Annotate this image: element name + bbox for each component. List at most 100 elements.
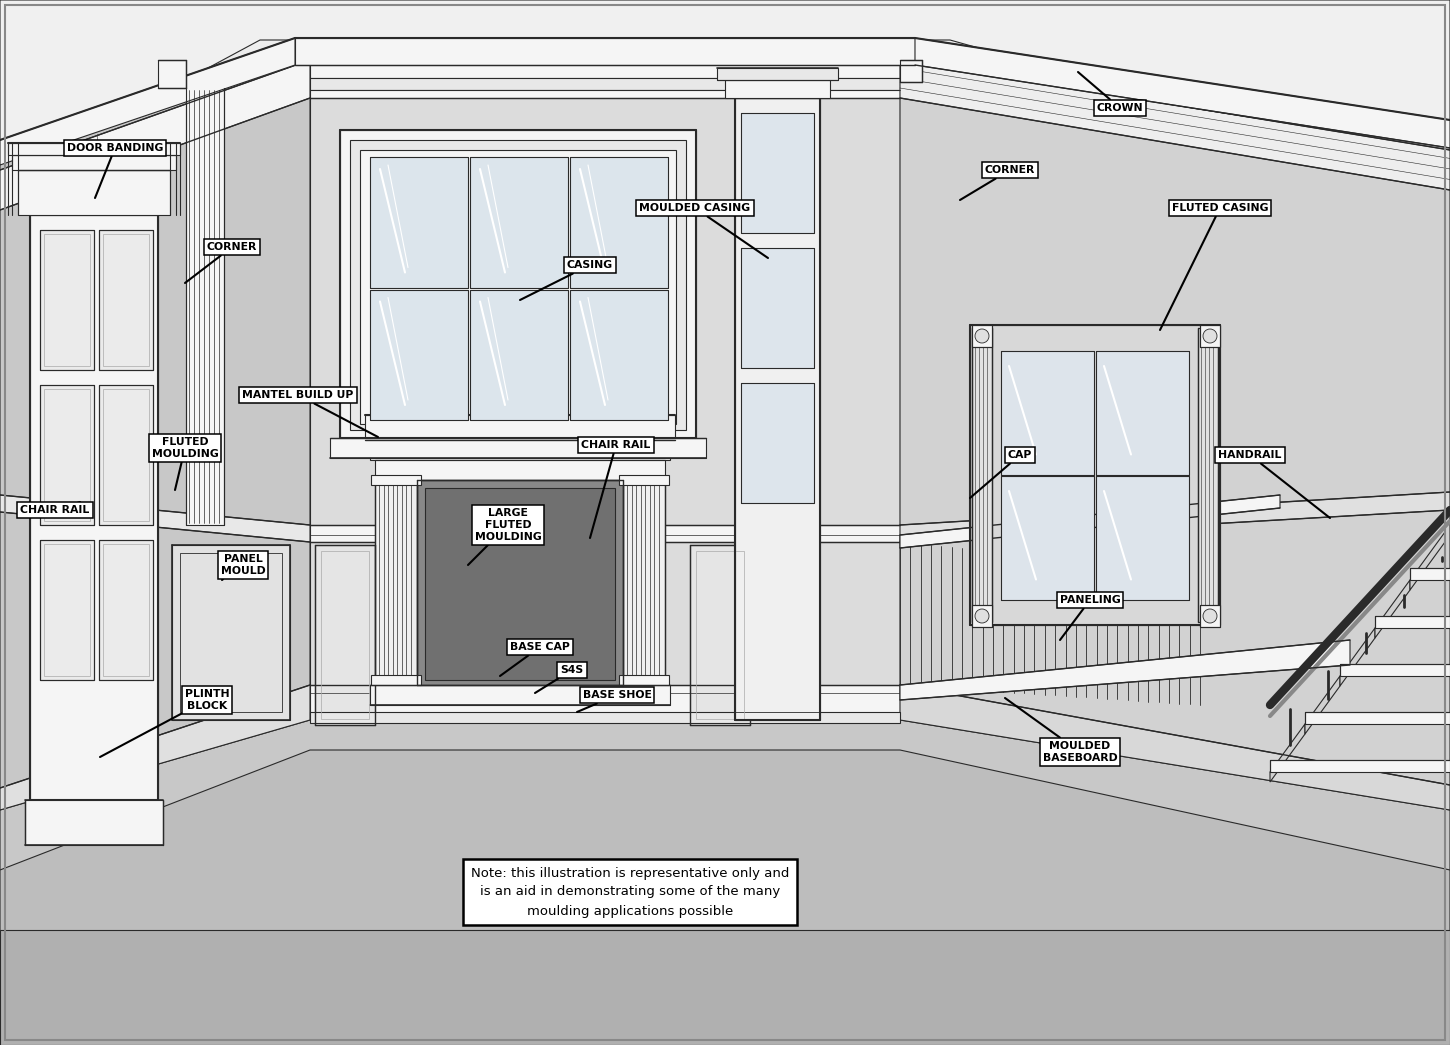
Polygon shape [1305,712,1450,724]
Polygon shape [9,143,180,155]
Polygon shape [425,488,615,680]
Polygon shape [41,540,94,680]
Polygon shape [371,475,420,485]
Text: HANDRAIL: HANDRAIL [1218,450,1330,518]
FancyBboxPatch shape [0,147,1450,150]
Polygon shape [735,98,821,720]
Polygon shape [1096,477,1189,600]
Polygon shape [1000,351,1095,474]
Text: BASE SHOE: BASE SHOE [577,690,651,712]
Text: CASING: CASING [521,260,613,300]
Polygon shape [741,113,813,233]
Polygon shape [1375,616,1450,628]
FancyBboxPatch shape [0,6,1450,9]
Text: CORNER: CORNER [186,242,257,283]
Polygon shape [310,78,900,90]
Polygon shape [370,686,670,705]
FancyBboxPatch shape [0,108,1450,111]
Polygon shape [470,157,568,287]
FancyBboxPatch shape [0,51,1450,54]
Polygon shape [12,155,175,170]
Polygon shape [900,60,1450,810]
Polygon shape [310,525,900,542]
Polygon shape [158,60,186,88]
FancyBboxPatch shape [0,3,1450,6]
Polygon shape [690,545,750,725]
Polygon shape [470,289,568,420]
Polygon shape [900,686,1450,810]
Polygon shape [1340,664,1450,676]
Text: PANELING: PANELING [1060,595,1121,640]
FancyBboxPatch shape [0,132,1450,135]
Circle shape [1204,329,1217,343]
Polygon shape [315,545,376,725]
Polygon shape [370,440,670,460]
FancyBboxPatch shape [0,96,1450,99]
Polygon shape [331,438,706,458]
Polygon shape [972,605,992,627]
FancyBboxPatch shape [0,135,1450,138]
Polygon shape [900,495,1280,548]
FancyBboxPatch shape [0,33,1450,36]
Polygon shape [900,60,1450,190]
Polygon shape [1270,760,1450,772]
Text: CHAIR RAIL: CHAIR RAIL [20,502,90,515]
Polygon shape [376,480,418,680]
FancyBboxPatch shape [0,11,1450,15]
FancyBboxPatch shape [0,39,1450,42]
Text: FLUTED
MOULDING: FLUTED MOULDING [152,437,219,490]
Polygon shape [17,170,170,215]
Text: BASE CAP: BASE CAP [500,642,570,676]
Polygon shape [0,720,1450,1045]
FancyBboxPatch shape [0,104,1450,108]
Polygon shape [41,230,94,370]
Polygon shape [0,38,294,165]
Polygon shape [1305,676,1340,734]
Text: MOULDED CASING: MOULDED CASING [639,203,769,258]
Circle shape [974,609,989,623]
Text: MOULDED
BASEBOARD: MOULDED BASEBOARD [1005,698,1118,763]
Polygon shape [1375,580,1409,638]
Polygon shape [741,384,813,503]
FancyBboxPatch shape [0,9,1450,11]
FancyBboxPatch shape [0,99,1450,102]
Text: LARGE
FLUTED
MOULDING: LARGE FLUTED MOULDING [468,509,541,565]
Polygon shape [310,686,900,720]
FancyBboxPatch shape [0,15,1450,18]
Polygon shape [624,480,666,680]
Polygon shape [1409,568,1450,580]
FancyBboxPatch shape [0,156,1450,159]
FancyBboxPatch shape [0,48,1450,51]
FancyBboxPatch shape [0,141,1450,144]
Polygon shape [1201,325,1219,347]
Polygon shape [0,686,310,810]
Polygon shape [1270,724,1305,782]
Text: S4S: S4S [535,665,583,693]
Text: PANEL
MOULD: PANEL MOULD [220,554,265,580]
FancyBboxPatch shape [0,165,1450,168]
FancyBboxPatch shape [0,90,1450,93]
FancyBboxPatch shape [0,162,1450,165]
FancyBboxPatch shape [0,126,1450,129]
Polygon shape [741,248,813,368]
Text: Note: this illustration is representative only and
is an aid in demonstrating so: Note: this illustration is representativ… [471,866,789,918]
FancyBboxPatch shape [0,54,1450,57]
Polygon shape [0,0,1450,180]
Polygon shape [365,415,676,440]
Text: MANTEL BUILD UP: MANTEL BUILD UP [242,390,378,437]
Polygon shape [99,230,154,370]
FancyBboxPatch shape [0,60,1450,63]
Polygon shape [418,480,624,686]
FancyBboxPatch shape [0,42,1450,45]
Polygon shape [570,157,668,287]
Text: DOOR BANDING: DOOR BANDING [67,143,164,198]
Polygon shape [371,675,420,686]
Polygon shape [310,712,900,723]
Polygon shape [173,545,290,720]
FancyBboxPatch shape [0,123,1450,126]
Polygon shape [911,50,1450,200]
FancyBboxPatch shape [0,69,1450,72]
Polygon shape [915,38,1450,148]
Polygon shape [0,60,310,210]
Polygon shape [619,475,668,485]
